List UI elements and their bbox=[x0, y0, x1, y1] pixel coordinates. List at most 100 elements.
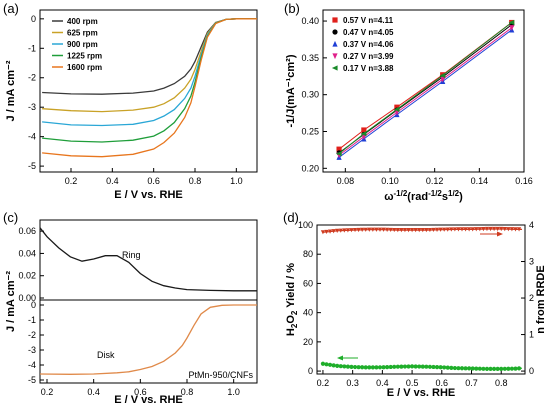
n-point bbox=[352, 227, 358, 233]
h2o2-point bbox=[381, 365, 386, 370]
x-axis-label: E / V vs. RHE bbox=[114, 189, 182, 201]
n-point bbox=[356, 227, 361, 233]
y-tick-label: 0 bbox=[31, 300, 36, 310]
n-point bbox=[470, 227, 475, 232]
n-point bbox=[335, 228, 340, 234]
y-tick-label: 60 bbox=[303, 278, 313, 288]
h2o2-point bbox=[481, 366, 486, 371]
n-point bbox=[467, 227, 472, 232]
h2o2-point bbox=[417, 364, 422, 369]
n-point bbox=[477, 227, 482, 232]
n-point bbox=[342, 228, 347, 233]
y-tick-label: -4 bbox=[28, 360, 36, 370]
n-point bbox=[488, 226, 493, 232]
data-point bbox=[360, 131, 367, 137]
h2o2-point bbox=[459, 366, 465, 371]
h2o2-point bbox=[349, 364, 354, 370]
h2o2-point bbox=[342, 364, 347, 369]
data-point bbox=[332, 29, 338, 35]
ring-line bbox=[39, 227, 257, 292]
n-point bbox=[370, 227, 375, 232]
n-point bbox=[406, 228, 411, 233]
n-point bbox=[513, 227, 518, 232]
data-point bbox=[335, 150, 342, 157]
h2o2-point bbox=[413, 364, 418, 369]
data-point bbox=[393, 106, 400, 113]
n-point bbox=[474, 227, 479, 232]
h2o2-point bbox=[374, 365, 379, 370]
x-tick-label: 0.12 bbox=[426, 176, 444, 186]
y-axis-label-part: 2 bbox=[290, 310, 299, 315]
legend-label: 1600 rpm bbox=[67, 63, 102, 72]
h2o2-point bbox=[449, 365, 454, 370]
n-point bbox=[420, 228, 425, 233]
x-axis-label: E / V vs. RHE bbox=[387, 387, 455, 399]
x-tick-label: 0.7 bbox=[465, 378, 478, 388]
legend-label: 625 rpm bbox=[67, 29, 98, 38]
h2o2-point bbox=[516, 366, 522, 371]
h2o2-point bbox=[331, 363, 336, 368]
y-tick-label: 0.04 bbox=[18, 248, 36, 258]
y2-tick-label: 1 bbox=[529, 330, 534, 340]
y-tick-label: 0.40 bbox=[301, 16, 319, 26]
y-tick-label: -1 bbox=[28, 43, 36, 53]
panel-label: (c) bbox=[3, 210, 18, 225]
h2o2-point bbox=[367, 365, 372, 370]
x-tick-label: 0.10 bbox=[381, 176, 399, 186]
n-point bbox=[409, 228, 415, 233]
n-point bbox=[388, 227, 393, 233]
h2o2-point bbox=[395, 364, 400, 369]
legend-label: 0.27 V n=3.99 bbox=[343, 52, 394, 61]
y-axis-label-part: Yield / % bbox=[285, 263, 297, 311]
legend-label: 0.17 V n=3.88 bbox=[343, 64, 394, 73]
x-tick-label: 0.5 bbox=[406, 378, 419, 388]
y-tick-label: 40 bbox=[303, 308, 313, 318]
x-axis-label-part: (rad bbox=[407, 191, 428, 203]
h2o2-point bbox=[431, 364, 436, 370]
h2o2-point bbox=[327, 362, 333, 367]
n-point bbox=[442, 227, 447, 232]
h2o2-point bbox=[399, 364, 404, 369]
plot-frame bbox=[316, 224, 526, 375]
h2o2-point bbox=[474, 366, 479, 371]
n-point bbox=[395, 228, 400, 233]
h2o2-point bbox=[499, 366, 504, 371]
n-point bbox=[374, 227, 379, 232]
disk-line bbox=[39, 304, 257, 375]
y2-tick-label: 2 bbox=[529, 293, 534, 303]
x-tick-label: 0.6 bbox=[134, 387, 147, 397]
y2-axis-label: n from RRDE bbox=[535, 265, 547, 333]
n-point bbox=[413, 228, 418, 233]
n-point bbox=[509, 227, 515, 232]
y-tick-label: 0 bbox=[31, 14, 36, 24]
y-tick-label: 0.35 bbox=[301, 53, 319, 63]
h2o2-point bbox=[320, 361, 326, 366]
legend-label: 0.57 V n=4.11 bbox=[343, 16, 394, 25]
n-point bbox=[320, 230, 326, 235]
x-tick-label: 1.0 bbox=[230, 176, 243, 186]
x-axis-label-part: 1/2 bbox=[448, 189, 460, 198]
h2o2-point bbox=[392, 364, 397, 369]
data-point bbox=[361, 127, 367, 133]
n-point bbox=[399, 228, 404, 233]
legend-label: 0.47 V n=4.05 bbox=[343, 28, 394, 37]
x-tick-label: 0.6 bbox=[147, 176, 160, 186]
h2o2-point bbox=[345, 364, 351, 369]
n-point bbox=[499, 226, 504, 232]
y-tick-label: 0.30 bbox=[301, 90, 319, 100]
h2o2-point bbox=[370, 365, 375, 370]
y-tick-label: 100 bbox=[298, 220, 313, 230]
n-point bbox=[381, 227, 386, 232]
n-point bbox=[502, 227, 507, 232]
h2o2-point bbox=[484, 366, 490, 371]
n-point bbox=[417, 228, 422, 233]
x-tick-label: 0.8 bbox=[181, 387, 194, 397]
x-tick-label: 0.4 bbox=[106, 176, 119, 186]
n-point bbox=[495, 226, 500, 232]
n-point bbox=[434, 227, 440, 232]
n-point bbox=[331, 229, 336, 234]
y-tick-label: 0.00 bbox=[18, 293, 36, 303]
y-tick-label: 0 bbox=[308, 366, 313, 376]
x-tick-label: 0.6 bbox=[436, 378, 449, 388]
